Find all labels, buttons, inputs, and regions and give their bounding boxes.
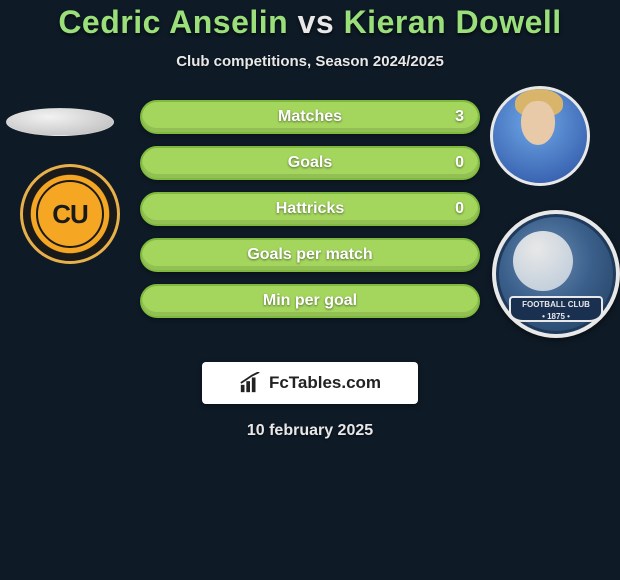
stat-bar-goals-per-match: Goals per match: [140, 238, 480, 272]
player1-name: Cedric Anselin: [58, 4, 288, 40]
stat-bar-min-per-goal: Min per goal: [140, 284, 480, 318]
stats-area: CU FOOTBALL CLUB • 1875 • Matches 3 Goal…: [0, 100, 620, 360]
stat-bar-hattricks: Hattricks 0: [140, 192, 480, 226]
stat-value: 0: [455, 200, 464, 218]
chart-icon: [239, 372, 261, 394]
crest-ribbon: FOOTBALL CLUB • 1875 •: [509, 296, 603, 322]
stat-label: Matches: [142, 108, 478, 126]
ribbon-line1: FOOTBALL CLUB: [522, 300, 590, 309]
crest-text: CU: [52, 199, 88, 230]
brand-text: FcTables.com: [269, 373, 381, 393]
subtitle: Club competitions, Season 2024/2025: [0, 53, 620, 70]
player1-club-crest: CU: [20, 164, 120, 264]
comparison-title: Cedric Anselin vs Kieran Dowell: [0, 0, 620, 41]
footer-date: 10 february 2025: [0, 422, 620, 440]
player2-name: Kieran Dowell: [344, 4, 562, 40]
cambridge-united-crest-icon: CU: [20, 164, 120, 264]
vs-label: vs: [298, 4, 335, 40]
stat-label: Hattricks: [142, 200, 478, 218]
player2-club-crest: FOOTBALL CLUB • 1875 •: [492, 210, 620, 338]
left-avatar-column: CU: [0, 100, 130, 360]
ribbon-line2: • 1875 •: [542, 312, 570, 321]
player2-avatar: [490, 86, 590, 186]
stat-label: Goals: [142, 154, 478, 172]
birmingham-city-crest-icon: FOOTBALL CLUB • 1875 •: [492, 210, 620, 338]
stat-label: Goals per match: [142, 246, 478, 264]
player1-avatar: [6, 108, 114, 136]
stat-label: Min per goal: [142, 292, 478, 310]
stat-bar-goals: Goals 0: [140, 146, 480, 180]
stat-value: 3: [455, 108, 464, 126]
right-avatar-column: FOOTBALL CLUB • 1875 •: [490, 100, 620, 360]
stat-bars: Matches 3 Goals 0 Hattricks 0 Goals per …: [140, 100, 480, 330]
stat-value: 0: [455, 154, 464, 172]
stat-bar-matches: Matches 3: [140, 100, 480, 134]
brand-badge: FcTables.com: [202, 362, 418, 404]
